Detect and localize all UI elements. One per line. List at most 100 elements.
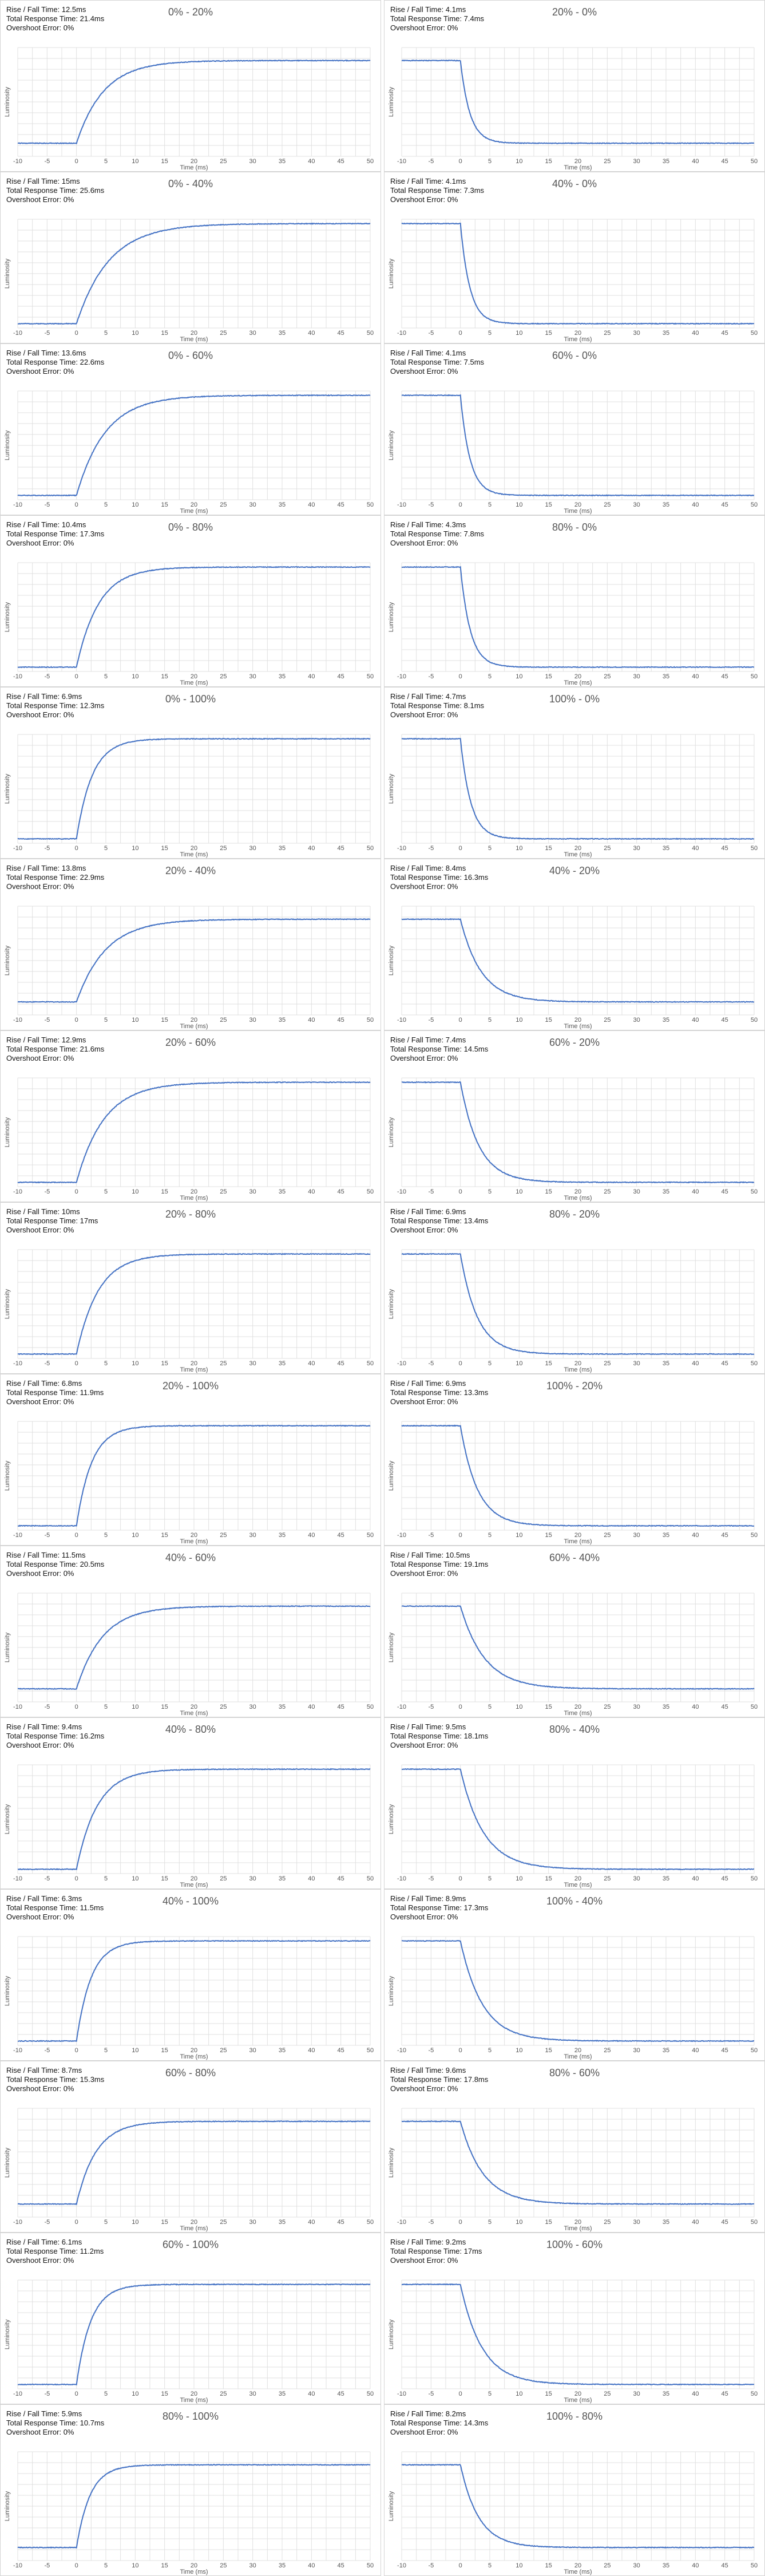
y-axis-label: Luminosity [388, 2319, 395, 2349]
x-axis-label: Time (ms) [564, 2569, 592, 2575]
x-tick-label: 0 [459, 2047, 462, 2054]
x-tick-label: 0 [75, 1875, 78, 1882]
x-tick-label: 25 [604, 673, 611, 680]
x-tick-label: 5 [104, 2391, 108, 2397]
x-tick-label: 10 [132, 158, 138, 165]
x-tick-label: 20 [574, 1532, 581, 1539]
total-response-time-label: Total Response Time: 17.8ms [390, 2075, 489, 2084]
rise-fall-time-label: Rise / Fall Time: 12.9ms [6, 1036, 86, 1044]
x-tick-label: 40 [308, 1875, 315, 1882]
line-chart: -10 -5 0 5 10 15 20 25 30 35 40 45 50 Time (ms) Lumino… [388, 47, 758, 171]
x-tick-label: 50 [367, 1875, 374, 1882]
x-axis-label: Time (ms) [564, 336, 592, 343]
x-tick-label: 5 [104, 2219, 108, 2226]
response-stats: Rise / Fall Time: 10.5ms Total Response T… [390, 1551, 488, 1578]
x-tick-label: 25 [220, 1360, 227, 1367]
x-tick-label: 50 [367, 673, 374, 680]
x-tick-label: 30 [249, 1704, 256, 1710]
luminosity-series-line [17, 737, 371, 840]
rise-fall-time-label: Rise / Fall Time: 6.9ms [6, 692, 82, 701]
x-axis-label: Time (ms) [564, 1710, 592, 1717]
rise-fall-time-label: Rise / Fall Time: 6.8ms [6, 1379, 82, 1388]
luminosity-series-line [17, 2463, 371, 2549]
x-tick-label: 25 [604, 845, 611, 852]
total-response-time-label: Total Response Time: 18.1ms [390, 1732, 489, 1740]
luminosity-series-line [17, 1768, 371, 1871]
x-tick-label: 30 [633, 501, 640, 508]
luminosity-series-line [17, 2283, 371, 2386]
x-tick-label: 40 [308, 1188, 315, 1195]
y-axis-label: Luminosity [4, 2319, 11, 2349]
total-response-time-label: Total Response Time: 13.3ms [390, 1388, 489, 1397]
x-tick-label: 20 [574, 845, 581, 852]
x-tick-label: 20 [574, 1017, 581, 1024]
x-tick-label: -10 [397, 673, 406, 680]
chart-panel: Rise / Fall Time: 9.4ms Total Response Ti… [0, 1717, 381, 1889]
chart-title: 60% - 80% [165, 2067, 216, 2079]
x-tick-label: 10 [132, 2391, 138, 2397]
x-tick-label: 45 [338, 158, 344, 165]
x-tick-label: 30 [249, 2219, 256, 2226]
x-tick-label: 15 [545, 2562, 552, 2569]
x-tick-label: -10 [13, 845, 22, 852]
x-tick-label: 5 [488, 1188, 491, 1195]
x-tick-label: 45 [722, 1875, 728, 1882]
x-tick-label: 50 [367, 2047, 374, 2054]
chart-panel: Rise / Fall Time: 8.9ms Total Response Ti… [384, 1889, 765, 2061]
x-tick-label: -5 [428, 1188, 434, 1195]
x-tick-label: 50 [751, 2219, 758, 2226]
x-tick-label: -5 [428, 1875, 434, 1882]
chart-panel: Rise / Fall Time: 13.6ms Total Response T… [0, 343, 381, 515]
chart-panel: Rise / Fall Time: 8.2ms Total Response Ti… [384, 2404, 765, 2576]
x-tick-label: 35 [279, 2562, 286, 2569]
total-response-time-label: Total Response Time: 21.6ms [6, 1045, 105, 1053]
rise-fall-time-label: Rise / Fall Time: 6.3ms [6, 1894, 82, 1903]
x-tick-label: 30 [633, 2047, 640, 2054]
chart-panel: Rise / Fall Time: 4.1ms Total Response Ti… [384, 343, 765, 515]
x-tick-label: 20 [191, 1017, 197, 1024]
x-tick-label: 10 [516, 1532, 522, 1539]
response-stats: Rise / Fall Time: 8.4ms Total Response Ti… [390, 864, 488, 891]
x-tick-label: 0 [75, 1017, 78, 1024]
luminosity-series-line [17, 59, 371, 145]
x-tick-label: 45 [722, 2047, 728, 2054]
x-tick-label: 30 [633, 1188, 640, 1195]
chart-panel: Rise / Fall Time: 4.3ms Total Response Ti… [384, 515, 765, 687]
luminosity-series-line [401, 222, 754, 325]
x-tick-label: 15 [161, 1875, 168, 1882]
x-tick-label: 10 [516, 1875, 522, 1882]
rise-fall-time-label: Rise / Fall Time: 6.9ms [390, 1379, 466, 1388]
x-axis-label: Time (ms) [564, 679, 592, 686]
x-tick-label: 10 [516, 673, 522, 680]
x-tick-label: 30 [633, 2219, 640, 2226]
total-response-time-label: Total Response Time: 17.3ms [6, 530, 105, 538]
x-tick-label: 35 [279, 501, 286, 508]
luminosity-series-line [17, 1081, 371, 1184]
x-tick-label: -5 [44, 501, 50, 508]
x-tick-label: 10 [132, 1188, 138, 1195]
x-tick-label: 40 [692, 845, 699, 852]
rise-fall-time-label: Rise / Fall Time: 5.9ms [6, 2409, 82, 2418]
luminosity-series-line [17, 918, 371, 1003]
overshoot-error-label: Overshoot Error: 0% [6, 539, 74, 547]
rise-fall-time-label: Rise / Fall Time: 9.5ms [390, 1722, 466, 1731]
x-tick-label: 30 [633, 2391, 640, 2397]
x-tick-label: 30 [249, 1360, 256, 1367]
x-tick-label: 40 [308, 2562, 315, 2569]
x-tick-label: 25 [220, 845, 227, 852]
x-tick-label: 5 [488, 2047, 491, 2054]
response-stats: Rise / Fall Time: 6.9ms Total Response Ti… [390, 1207, 488, 1235]
x-tick-label: 35 [279, 1532, 286, 1539]
x-tick-label: 45 [722, 2391, 728, 2397]
rise-fall-time-label: Rise / Fall Time: 9.6ms [390, 2066, 466, 2075]
x-tick-label: 45 [722, 1704, 728, 1710]
rise-fall-time-label: Rise / Fall Time: 4.1ms [390, 349, 466, 357]
luminosity-series-line [401, 2463, 755, 2549]
x-tick-label: 0 [459, 1360, 462, 1367]
overshoot-error-label: Overshoot Error: 0% [6, 710, 74, 719]
x-tick-label: 40 [692, 1532, 699, 1539]
line-chart: -10 -5 0 5 10 15 20 25 30 35 40 45 50 Time (ms) Lumino… [388, 1764, 758, 1888]
x-tick-label: -5 [44, 2047, 50, 2054]
overshoot-error-label: Overshoot Error: 0% [6, 23, 74, 32]
x-tick-label: -5 [44, 845, 50, 852]
